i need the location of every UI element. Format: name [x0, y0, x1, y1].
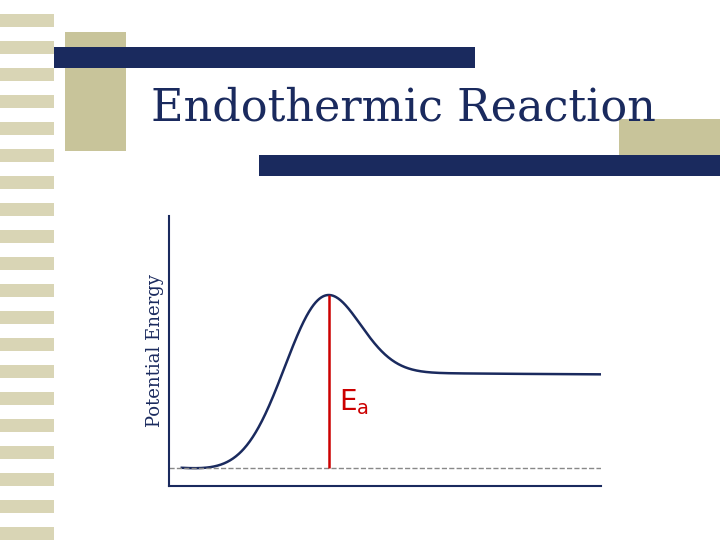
Bar	[0, 418, 54, 432]
Bar	[0, 270, 54, 284]
Bar	[0, 256, 54, 270]
Bar	[0, 162, 54, 176]
Bar	[619, 119, 720, 173]
Bar	[0, 472, 54, 486]
Bar	[0, 297, 54, 310]
Bar	[0, 526, 54, 540]
Bar	[0, 148, 54, 162]
Bar	[0, 27, 54, 40]
Bar	[259, 155, 720, 176]
Bar	[0, 243, 54, 256]
Bar	[0, 446, 54, 459]
Bar	[0, 338, 54, 351]
Bar	[0, 0, 54, 14]
Bar	[0, 324, 54, 338]
Bar	[0, 216, 54, 229]
Bar	[54, 47, 475, 68]
Y-axis label: Potential Energy: Potential Energy	[145, 274, 163, 428]
Bar	[0, 459, 54, 472]
Bar	[0, 486, 54, 500]
Bar	[0, 405, 54, 418]
Bar	[0, 68, 54, 81]
Bar	[65, 32, 126, 151]
Bar	[0, 378, 54, 392]
Bar	[0, 135, 54, 148]
Bar	[0, 392, 54, 405]
Bar	[0, 284, 54, 297]
Bar	[0, 513, 54, 526]
Bar	[0, 202, 54, 216]
Bar	[0, 14, 54, 27]
Bar	[0, 364, 54, 378]
Bar	[0, 351, 54, 364]
Bar	[0, 310, 54, 324]
Bar	[0, 230, 54, 243]
Bar	[0, 54, 54, 68]
Bar	[0, 81, 54, 94]
Bar	[0, 176, 54, 189]
Text: $\mathrm{E_a}$: $\mathrm{E_a}$	[339, 387, 369, 417]
Bar	[0, 108, 54, 122]
Bar	[0, 500, 54, 513]
Bar	[0, 122, 54, 135]
Text: Endothermic Reaction: Endothermic Reaction	[150, 86, 656, 130]
Bar	[0, 94, 54, 108]
Bar	[0, 432, 54, 445]
Bar	[0, 40, 54, 54]
Bar	[0, 189, 54, 202]
